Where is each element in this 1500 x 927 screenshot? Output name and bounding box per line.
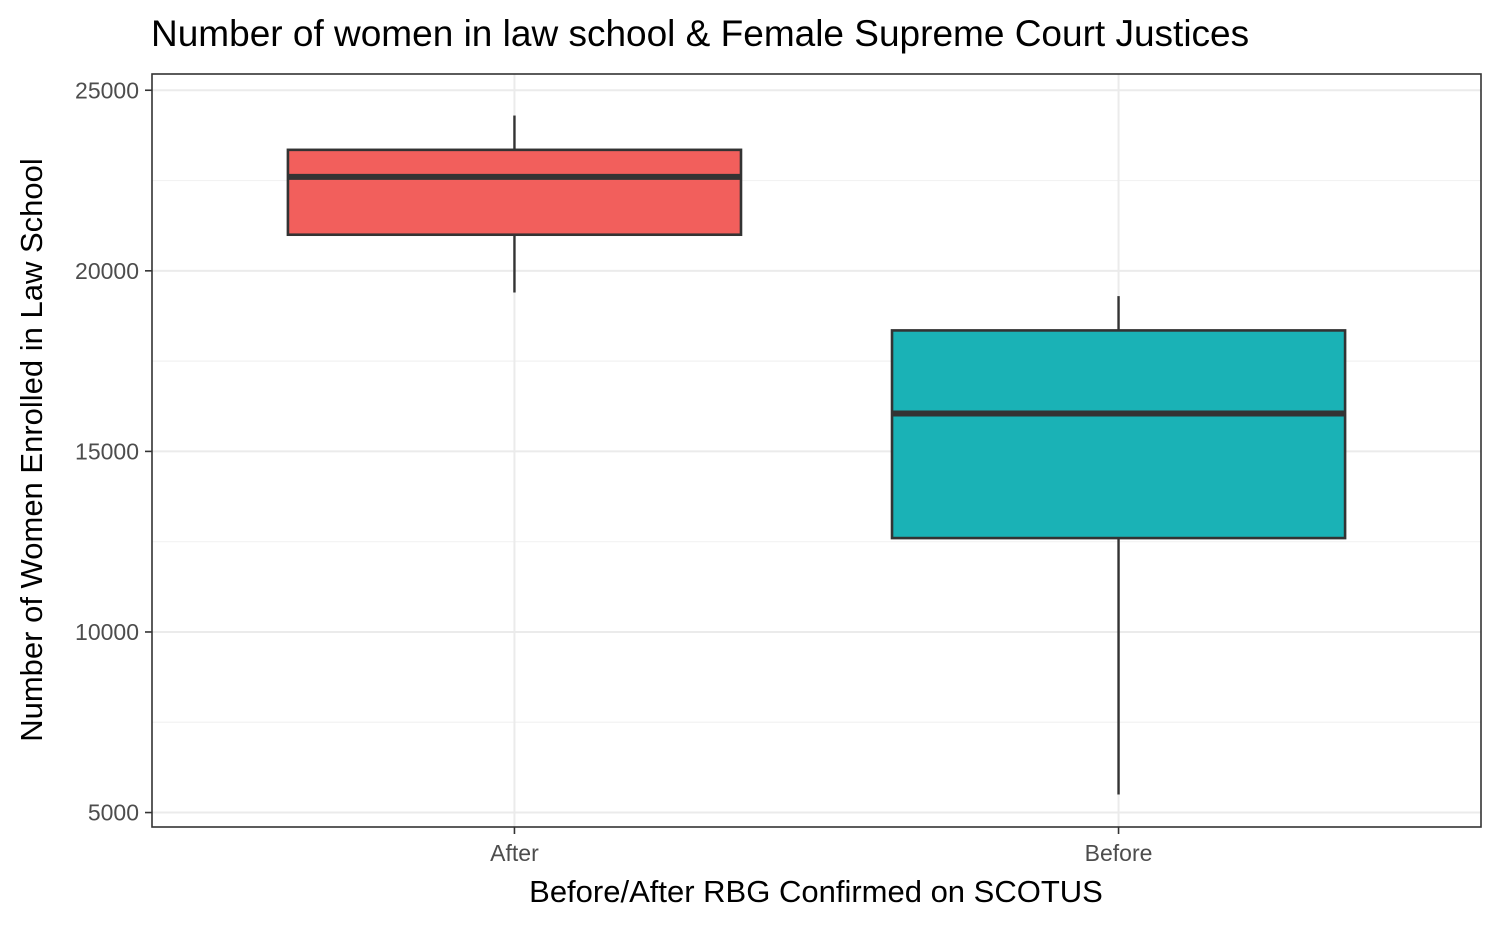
data-marks — [286, 115, 1347, 795]
y-tick-label: 5000 — [88, 800, 139, 826]
box-before — [890, 296, 1347, 795]
x-tick-label: Before — [1085, 840, 1153, 866]
iqr-box — [286, 148, 743, 237]
y-axis-title: Number of Women Enrolled in Law School — [14, 158, 49, 742]
y-tick-label: 25000 — [75, 77, 139, 103]
y-tick-label: 20000 — [75, 258, 139, 284]
chart-title: Number of women in law school & Female S… — [151, 13, 1249, 54]
iqr-box — [890, 329, 1347, 540]
box-after — [286, 115, 743, 293]
x-tick-label: After — [490, 840, 539, 866]
grid — [152, 74, 1481, 827]
y-tick-label: 10000 — [75, 619, 139, 645]
y-tick-label: 15000 — [75, 438, 139, 464]
x-axis-title: Before/After RBG Confirmed on SCOTUS — [529, 874, 1103, 909]
axes: 5000 10000 15000 20000 25000 After Before — [75, 77, 1152, 866]
panel-border — [151, 73, 1482, 828]
